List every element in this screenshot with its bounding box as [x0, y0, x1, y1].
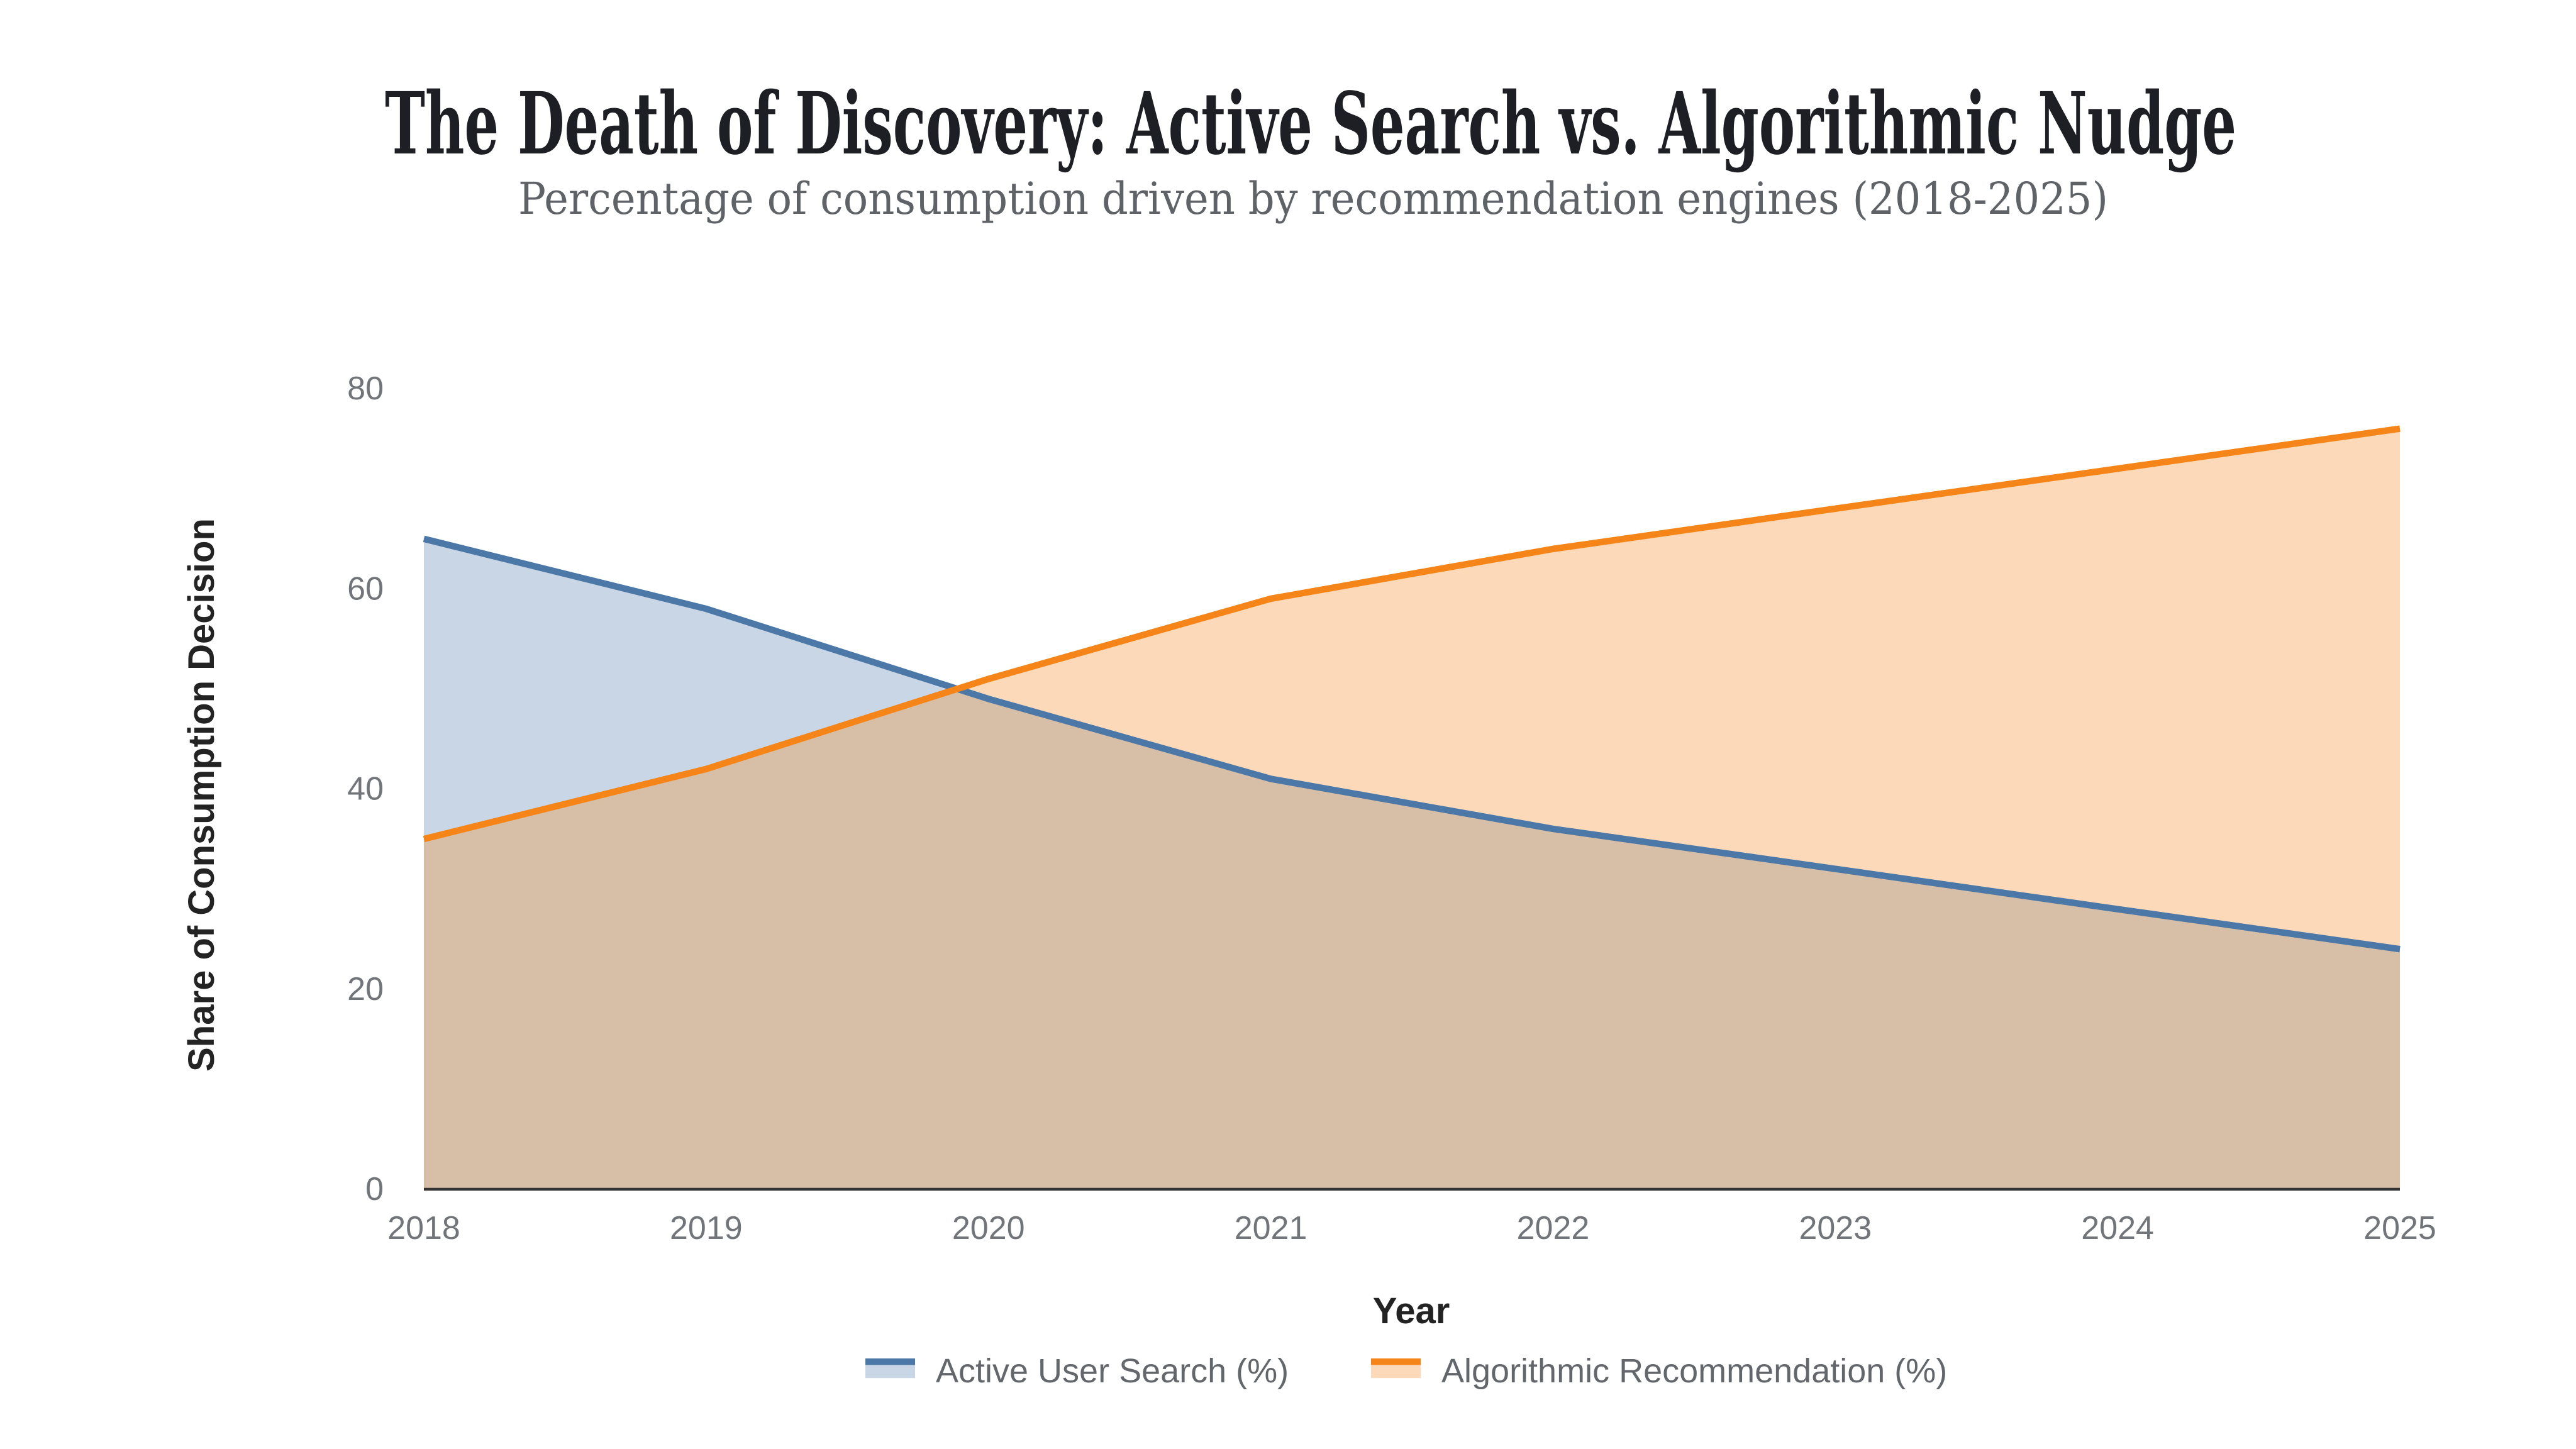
x-tick-label: 2018	[387, 1210, 460, 1246]
x-tick-label: 2021	[1235, 1210, 1307, 1246]
x-tick-label: 2025	[2363, 1210, 2436, 1246]
legend-swatch-line	[865, 1358, 915, 1365]
x-tick-label: 2020	[952, 1210, 1025, 1246]
x-tick-label: 2022	[1517, 1210, 1590, 1246]
legend: Active User Search (%) Algorithmic Recomm…	[865, 1352, 1947, 1390]
x-axis-tick-labels: 2018 2019 2020 2021 2022 2023 2024 2025	[387, 1210, 2436, 1246]
legend-label: Algorithmic Recommendation (%)	[1441, 1352, 1947, 1390]
legend-label: Active User Search (%)	[936, 1352, 1289, 1390]
line-algorithmic-recommendation	[423, 425, 2401, 843]
legend-item: Algorithmic Recommendation (%)	[1371, 1352, 1947, 1390]
legend-swatch-line	[1371, 1358, 1421, 1365]
x-tick-label: 2023	[1799, 1210, 1872, 1246]
x-tick-label: 2019	[670, 1210, 743, 1246]
plot-lines	[423, 425, 2401, 953]
y-tick-label: 60	[347, 570, 384, 607]
legend-item: Active User Search (%)	[865, 1352, 1289, 1390]
chart-subtitle: Percentage of consumption driven by reco…	[518, 173, 2108, 225]
x-tick-label: 2024	[2081, 1210, 2154, 1246]
y-axis-tick-labels: 0 20 40 60 80	[347, 370, 384, 1208]
y-tick-label: 20	[347, 971, 384, 1008]
x-axis-title: Year	[1373, 1291, 1450, 1331]
area-algorithmic-recommendation	[424, 428, 2400, 1189]
legend-swatch-fill	[1371, 1365, 1421, 1379]
y-tick-label: 0	[365, 1171, 384, 1208]
y-tick-label: 40	[347, 771, 384, 808]
y-axis-title: Share of Consumption Decision	[181, 518, 222, 1072]
y-tick-label: 80	[347, 370, 384, 407]
plot-areas	[424, 428, 2400, 1189]
chart-title: The Death of Discovery: Active Search vs…	[385, 74, 2236, 174]
legend-swatch-fill	[865, 1365, 915, 1379]
line-active-user-search	[423, 535, 2401, 953]
